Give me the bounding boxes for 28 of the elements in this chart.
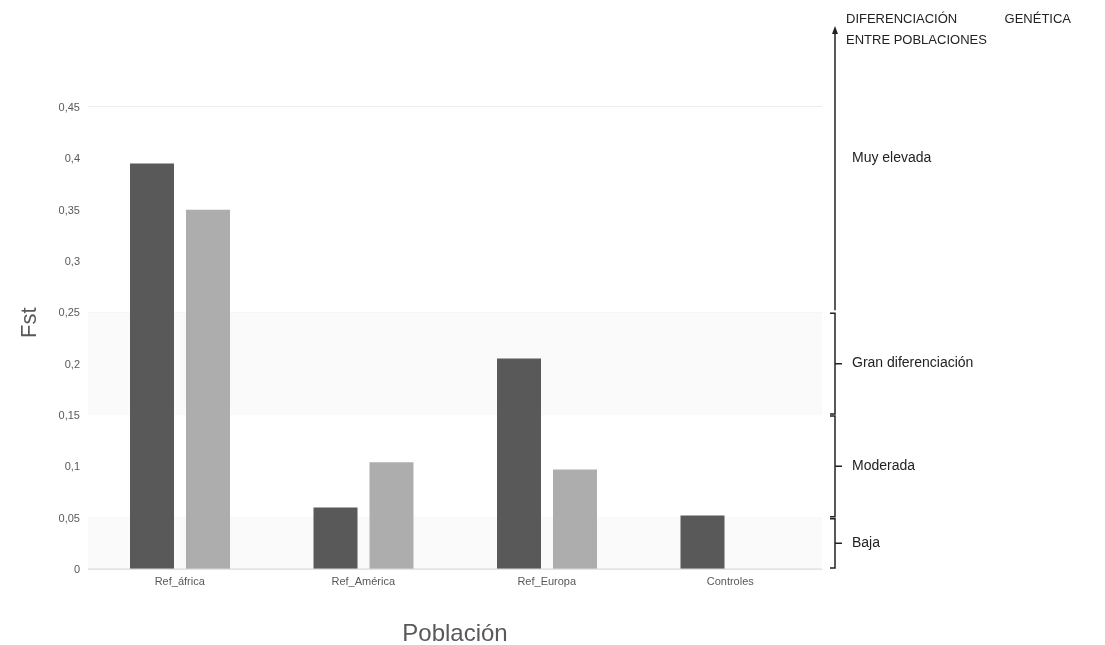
x-tick-label: Controles: [706, 574, 755, 587]
y-tick-label: 0,05: [58, 511, 80, 524]
y-tick-label: 0,35: [58, 203, 80, 216]
x-axis-title: Población: [402, 619, 508, 645]
bar: [553, 469, 597, 569]
y-tick-label: 0,25: [58, 306, 80, 319]
x-tick-label: Ref_Europa: [517, 574, 577, 587]
y-tick-label: 0,15: [58, 408, 80, 421]
y-tick-label: 0,3: [64, 254, 80, 267]
y-axis-title: Fst: [15, 307, 41, 338]
y-tick-label: 0: [73, 562, 80, 575]
bar: [680, 515, 725, 569]
bar: [186, 209, 230, 569]
band-label: Baja: [852, 534, 881, 551]
text: DIFERENCIACIÓN GENÉTICA ENTRE POBLACIONES: [846, 10, 1071, 49]
x-tick-label: Ref_áfrica: [154, 574, 206, 587]
band-label: Muy elevada: [852, 149, 932, 166]
band-label: Gran diferenciación: [852, 354, 974, 371]
y-tick-label: 0,2: [64, 357, 80, 370]
bar: [313, 507, 358, 569]
bar: [130, 163, 174, 569]
y-tick-label: 0,4: [64, 152, 80, 165]
band-label: Moderada: [852, 457, 916, 474]
bar: [369, 462, 414, 569]
x-tick-label: Ref_América: [331, 574, 396, 587]
y-tick-label: 0,45: [58, 100, 80, 113]
y-tick-label: 0,1: [64, 460, 80, 473]
bar: [497, 358, 541, 569]
